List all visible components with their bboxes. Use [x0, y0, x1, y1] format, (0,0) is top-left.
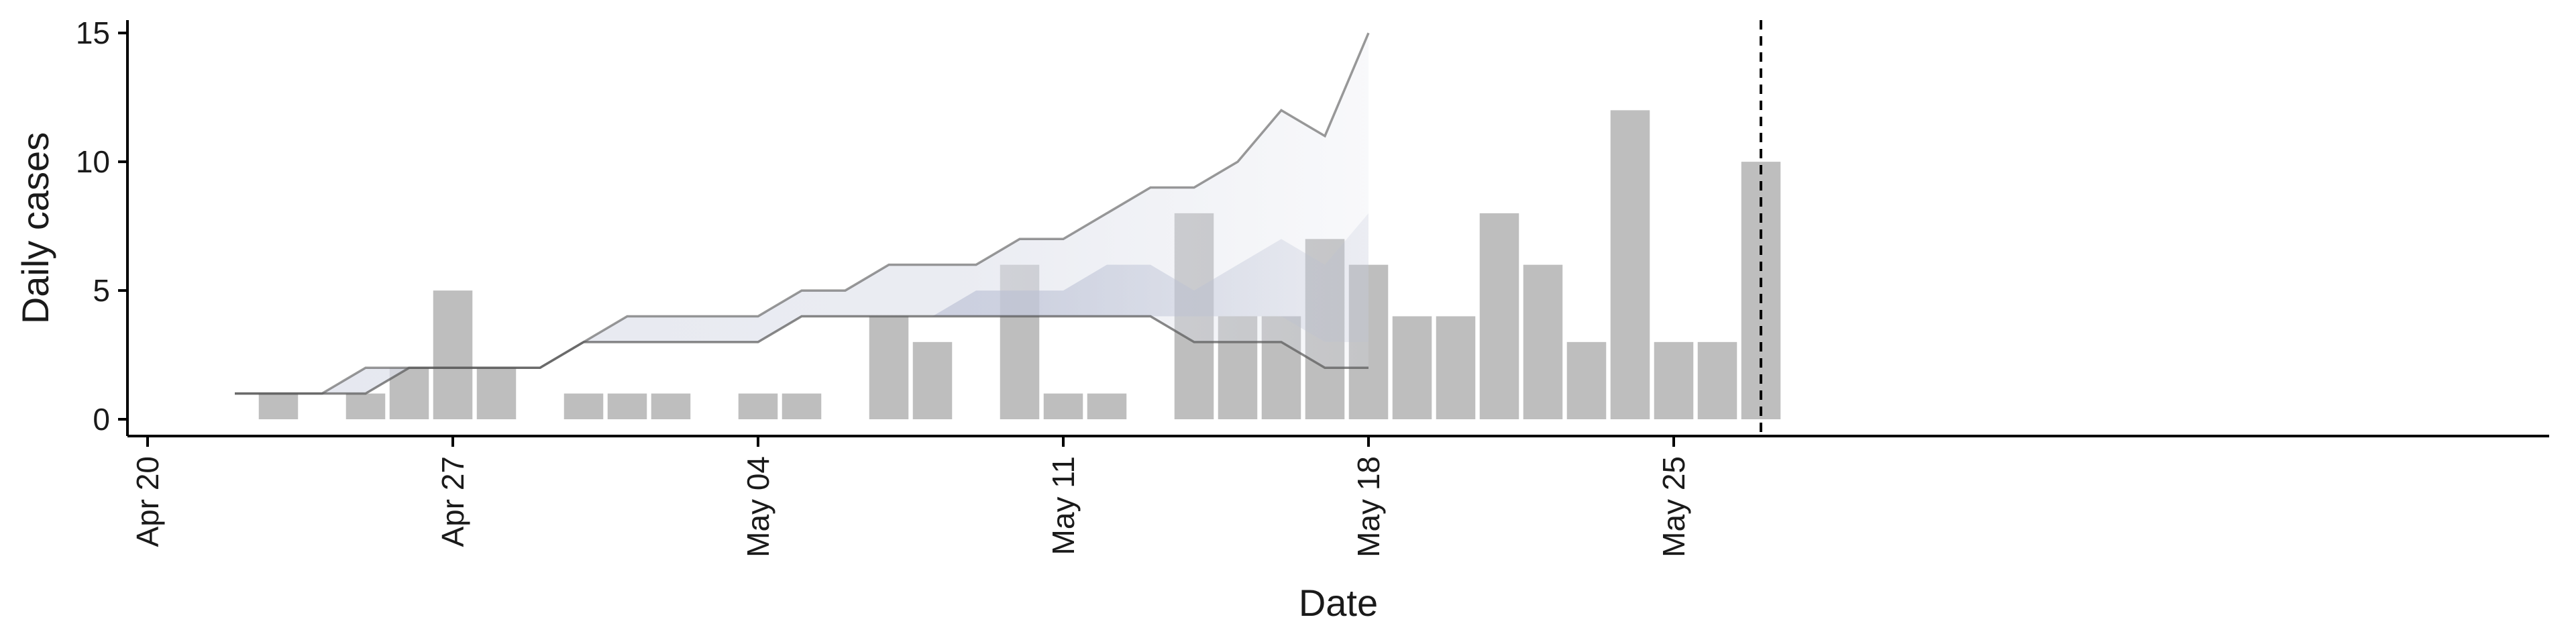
estimate-band-layer [235, 32, 1370, 395]
y-axis-title: Daily cases [14, 132, 56, 324]
bar-2020-05-22 [1523, 264, 1563, 419]
bar-2020-04-23 [258, 393, 299, 419]
y-tick-label-5: 5 [93, 273, 110, 308]
bar-2020-05-01 [607, 393, 647, 419]
bar-2020-05-26 [1697, 341, 1737, 419]
bar-2020-05-24 [1610, 110, 1650, 419]
bar-2020-05-19 [1392, 316, 1432, 419]
bar-2020-04-30 [564, 393, 604, 419]
bar-2020-05-25 [1654, 341, 1694, 419]
axes-layer: 0 5 10 15 Apr 20 Apr 27 May 04 May 11 May 18 May … [76, 15, 2549, 557]
x-tick-label-2020-04-27: Apr 27 [435, 456, 470, 547]
bar-2020-05-23 [1566, 341, 1607, 419]
bar-2020-05-04 [738, 393, 778, 419]
bar-2020-05-07 [869, 316, 909, 419]
x-tick-label-2020-05-18: May 18 [1351, 456, 1386, 557]
bar-2020-05-02 [651, 393, 691, 419]
outer-interval-band [235, 33, 1368, 394]
y-tick-label-15: 15 [76, 15, 110, 50]
bar-2020-04-27 [433, 290, 473, 419]
bar-2020-05-11 [1043, 393, 1083, 419]
bar-2020-05-05 [782, 393, 822, 419]
inner-interval-band [235, 213, 1368, 394]
x-tick-label-2020-05-25: May 25 [1656, 456, 1691, 557]
y-tick-label-0: 0 [93, 402, 110, 437]
bar-2020-04-28 [476, 368, 517, 419]
x-tick-label-2020-04-20: Apr 20 [130, 456, 165, 547]
y-tick-label-10: 10 [76, 144, 110, 179]
bar-2020-05-21 [1479, 213, 1519, 419]
bars-layer [258, 110, 1781, 419]
x-tick-label-2020-05-04: May 04 [741, 456, 775, 557]
x-axis-title: Date [1299, 582, 1378, 624]
bar-2020-04-25 [345, 393, 386, 419]
x-tick-label-2020-05-11: May 11 [1046, 456, 1081, 555]
bar-2020-05-20 [1436, 316, 1476, 419]
bar-2020-05-08 [912, 341, 953, 419]
outer-lower-line [235, 315, 1368, 395]
bar-2020-05-12 [1087, 393, 1127, 419]
